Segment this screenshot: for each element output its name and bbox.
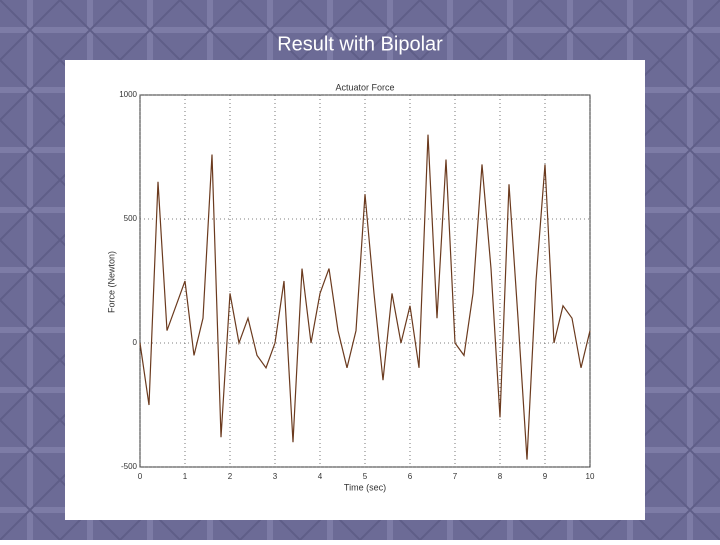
y-axis-label: Force (Newton) (106, 251, 116, 313)
x-tick-label: 2 (228, 472, 233, 481)
data-line (139, 134, 591, 460)
x-tick-label: 1 (183, 472, 188, 481)
x-tick-label: 9 (543, 472, 548, 481)
y-tick-label: 0 (133, 338, 138, 347)
x-tick-label: 4 (318, 472, 323, 481)
x-tick-label: 8 (498, 472, 503, 481)
y-tick-label: 500 (124, 214, 138, 223)
y-tick-label: -500 (121, 462, 138, 471)
x-tick-label: 10 (586, 472, 595, 481)
chart-title: Actuator Force (335, 82, 394, 92)
x-tick-label: 0 (138, 472, 143, 481)
y-tick-label: 1000 (119, 90, 137, 99)
slide-title: Result with Bipolar (277, 33, 443, 55)
x-tick-label: 3 (273, 472, 278, 481)
x-tick-label: 6 (408, 472, 413, 481)
x-axis-label: Time (sec) (344, 482, 386, 492)
chart-panel (65, 60, 645, 520)
x-tick-label: 7 (453, 472, 458, 481)
x-tick-label: 5 (363, 472, 368, 481)
